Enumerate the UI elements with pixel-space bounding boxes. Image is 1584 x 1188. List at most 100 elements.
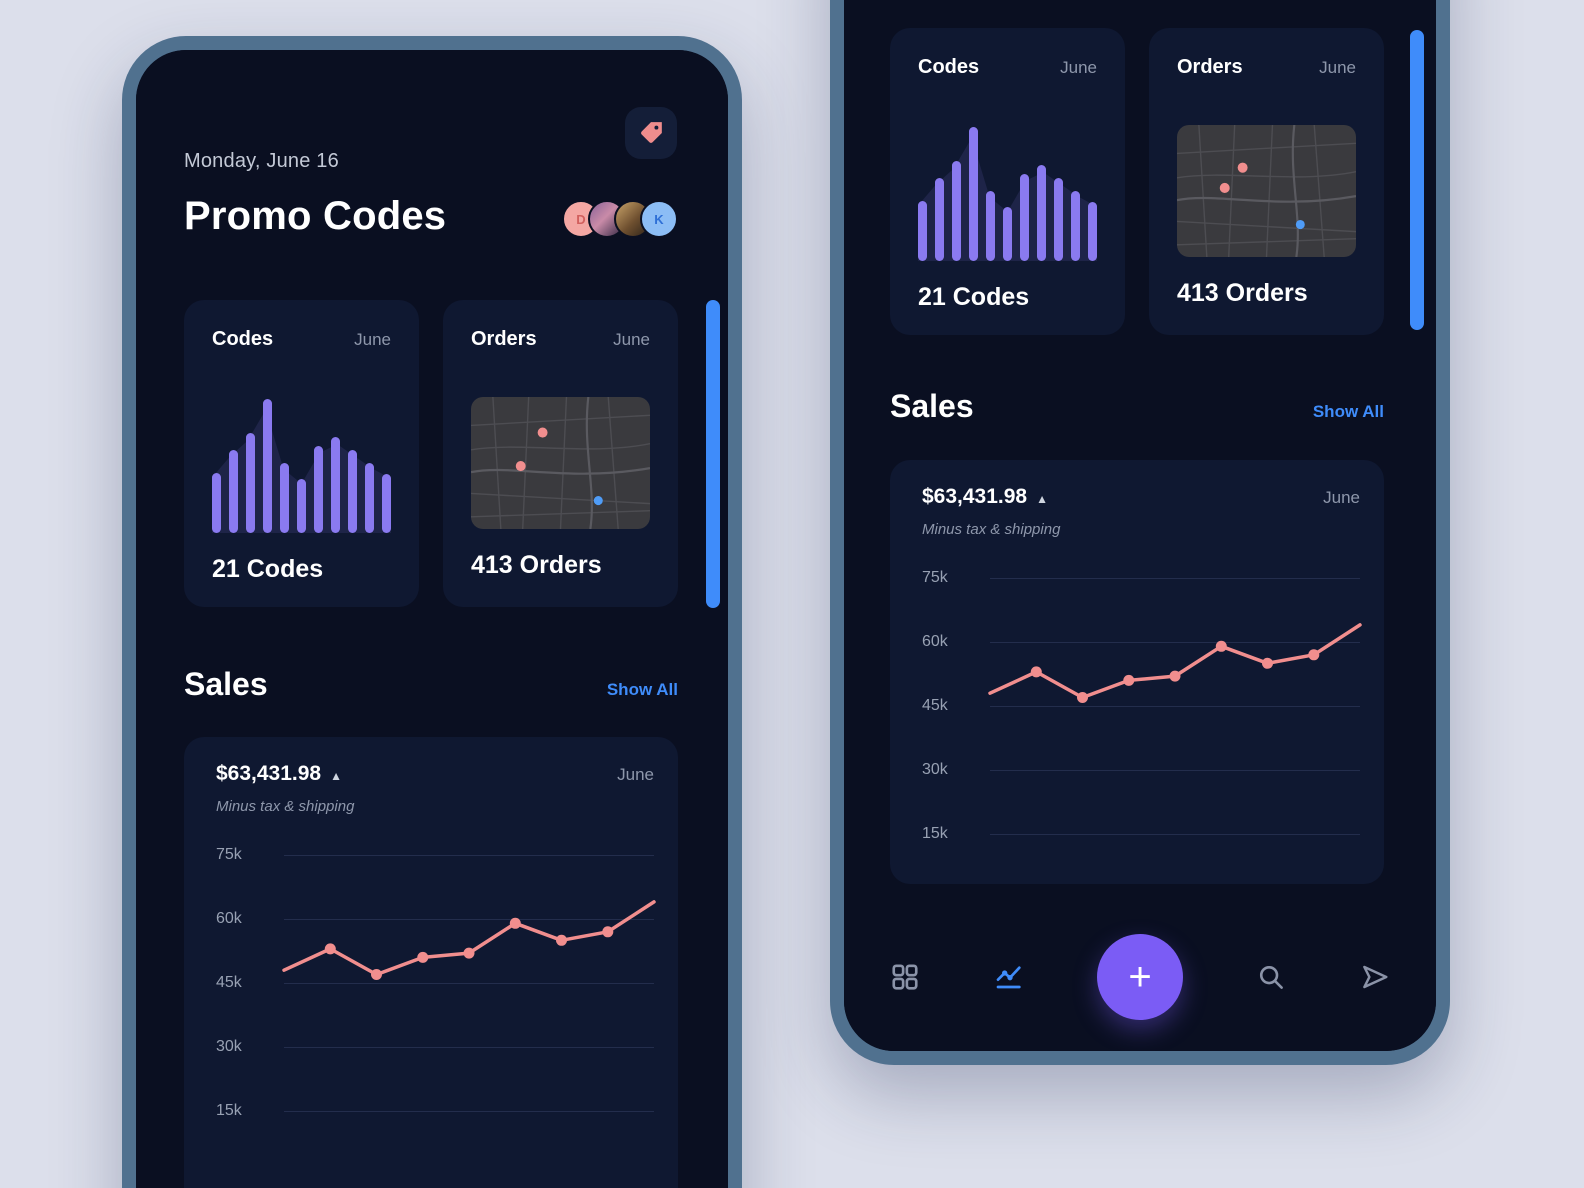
send-icon xyxy=(1363,965,1388,989)
sales-chart: 75k 60k 45k 30k 15k xyxy=(922,546,1362,866)
bar xyxy=(1071,191,1080,261)
map-pin-pink xyxy=(1219,182,1230,194)
map-pin-pink xyxy=(515,460,526,472)
phone-right-screen: Codes June 21 Codes Orders June xyxy=(844,0,1436,1051)
bar xyxy=(1003,207,1012,261)
bar xyxy=(297,479,306,533)
grid-line xyxy=(990,833,1360,835)
codes-card-title: Codes xyxy=(918,56,980,78)
grid-line xyxy=(284,854,654,856)
bar xyxy=(280,463,289,533)
bar xyxy=(348,449,357,533)
sales-note: Minus tax & shipping xyxy=(922,521,1061,538)
codes-count: 21 Codes xyxy=(918,283,1030,311)
bar xyxy=(918,200,927,261)
codes-card[interactable]: Codes June 21 Codes xyxy=(184,300,419,607)
orders-card[interactable]: Orders June xyxy=(1149,28,1384,335)
bar xyxy=(229,449,238,533)
sales-amount: $63,431.98 xyxy=(922,485,1028,508)
nav-dashboard-button[interactable] xyxy=(888,960,922,994)
sales-amount-wrap: $63,431.98 ▲ xyxy=(922,485,1048,509)
y-tick: 75k xyxy=(922,569,948,586)
orders-card-title: Orders xyxy=(471,328,537,350)
bar xyxy=(1054,177,1063,261)
y-tick: 45k xyxy=(216,974,242,991)
y-tick: 30k xyxy=(216,1038,242,1055)
orders-card[interactable]: Orders June xyxy=(443,300,678,607)
y-tick: 45k xyxy=(922,697,948,714)
sales-heading: Sales xyxy=(184,666,268,702)
grid-icon xyxy=(892,964,918,990)
codes-count: 21 Codes xyxy=(212,555,324,583)
codes-card[interactable]: Codes June 21 Codes xyxy=(890,28,1125,335)
sales-header-row: Sales Show All xyxy=(890,388,1384,425)
nav-send-button[interactable] xyxy=(1358,960,1392,994)
codes-card-period: June xyxy=(354,330,391,349)
bar xyxy=(986,191,995,261)
map-image xyxy=(1177,125,1356,257)
orders-count: 413 Orders xyxy=(1177,279,1308,307)
grid-row: 15k xyxy=(922,802,1360,866)
sales-header-row: Sales Show All xyxy=(184,666,678,703)
y-tick: 75k xyxy=(216,846,242,863)
map-image xyxy=(471,397,650,529)
sales-card[interactable]: $63,431.98 ▲ June Minus tax & shipping 75… xyxy=(184,737,678,1188)
codes-card-title: Codes xyxy=(212,328,274,350)
bar xyxy=(331,436,340,533)
grid-line xyxy=(284,1110,654,1112)
avatar-group: D K xyxy=(562,200,678,238)
stat-cards-row: Codes June 21 Codes Orders June xyxy=(890,28,1384,335)
map-pin-blue xyxy=(1295,219,1305,230)
bar xyxy=(935,177,944,261)
codes-bar-chart xyxy=(918,127,1097,261)
trend-up-icon: ▲ xyxy=(330,769,342,783)
sales-line xyxy=(988,623,1362,703)
scrollbar[interactable] xyxy=(1410,30,1424,330)
grid-row: 30k xyxy=(922,738,1360,802)
grid-row: 60k xyxy=(922,610,1360,674)
chart-grid: 75k 60k 45k 30k 15k xyxy=(216,823,654,1143)
sales-card[interactable]: $63,431.98 ▲ June Minus tax & shipping 75… xyxy=(890,460,1384,884)
phone-left: Monday, June 16 Promo Codes D K Codes Ju… xyxy=(122,36,742,1188)
sales-amount-wrap: $63,431.98 ▲ xyxy=(216,762,342,786)
orders-card-title: Orders xyxy=(1177,56,1243,78)
analytics-icon xyxy=(996,966,1021,989)
bar xyxy=(382,474,391,533)
avatar-k[interactable]: K xyxy=(640,200,678,238)
date-label: Monday, June 16 xyxy=(184,150,339,172)
nav-analytics-button[interactable] xyxy=(993,960,1027,994)
nav-search-button[interactable] xyxy=(1254,960,1288,994)
show-all-link[interactable]: Show All xyxy=(606,680,678,699)
show-all-link[interactable]: Show All xyxy=(1312,402,1384,421)
sales-period: June xyxy=(617,765,654,784)
bar xyxy=(212,472,221,533)
add-button[interactable]: + xyxy=(1097,934,1183,1020)
avatar-initial: K xyxy=(654,211,664,227)
phone-right: Codes June 21 Codes Orders June xyxy=(830,0,1450,1065)
grid-row: 15k xyxy=(216,1079,654,1143)
grid-row: 75k xyxy=(922,546,1360,610)
grid-row: 30k xyxy=(216,1015,654,1079)
scrollbar[interactable] xyxy=(706,300,720,608)
bar xyxy=(952,160,961,261)
tag-button[interactable] xyxy=(625,107,677,159)
sales-note: Minus tax & shipping xyxy=(216,798,355,815)
trend-up-icon: ▲ xyxy=(1036,492,1048,506)
grid-row: 45k xyxy=(922,674,1360,738)
grid-line xyxy=(284,918,654,920)
y-tick: 15k xyxy=(216,1102,242,1119)
bar xyxy=(1037,164,1046,261)
bar xyxy=(263,399,272,533)
plus-icon: + xyxy=(1128,955,1152,999)
orders-card-period: June xyxy=(613,330,650,349)
sales-period: June xyxy=(1323,488,1360,507)
map-pin-blue xyxy=(593,496,603,506)
bar xyxy=(1088,202,1097,261)
orders-count: 413 Orders xyxy=(471,551,602,579)
orders-map[interactable] xyxy=(471,397,650,529)
orders-map[interactable] xyxy=(1177,125,1356,257)
map-pin-pink xyxy=(1237,162,1248,173)
grid-line xyxy=(284,1046,654,1048)
grid-line xyxy=(990,769,1360,771)
